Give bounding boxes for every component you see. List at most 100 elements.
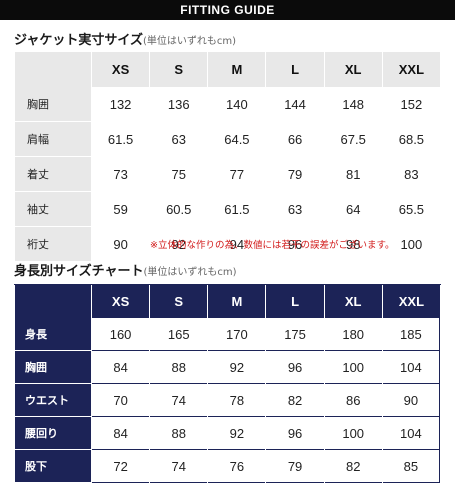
- table-cell: 96: [266, 227, 324, 262]
- table-cell: 175: [266, 318, 324, 351]
- fitting-guide-banner: FITTING GUIDE: [0, 0, 455, 20]
- height-chart-heading: 身長別サイズチャート(単位はいずれもcm): [14, 260, 237, 279]
- table-cell: 84: [92, 417, 150, 450]
- table-cell: 88: [150, 351, 208, 384]
- row-label: ウエスト: [15, 384, 91, 417]
- table-cell: 67.5: [324, 122, 382, 157]
- table-cell: 152: [382, 87, 440, 122]
- size-header: M: [208, 285, 266, 318]
- table-corner-cell: [15, 52, 91, 87]
- table-cell: 85: [382, 450, 440, 483]
- table-cell: 170: [208, 318, 266, 351]
- table-cell: 76: [208, 450, 266, 483]
- measurement-note: ※立体的な作りの為、数値には若干の誤差がございます。: [150, 240, 395, 251]
- table-cell: 144: [266, 87, 324, 122]
- table-cell: 96: [266, 351, 324, 384]
- table-header-row: XS S M L XL XXL: [15, 285, 440, 318]
- table-cell: 72: [92, 450, 150, 483]
- table-row: 胸囲 84 88 92 96 100 104: [15, 351, 440, 384]
- jacket-size-unit: (単位はいずれもcm): [142, 36, 237, 47]
- table-cell: 180: [324, 318, 382, 351]
- table-cell: 94: [208, 227, 266, 262]
- table-cell: 60.5: [150, 192, 208, 227]
- table-cell: 160: [92, 318, 150, 351]
- table-cell: 148: [324, 87, 382, 122]
- row-label: 袖丈: [15, 192, 91, 227]
- table-cell: 96: [266, 417, 324, 450]
- table-cell: 75: [150, 157, 208, 192]
- height-chart-unit: (単位はいずれもcm): [143, 267, 237, 278]
- table-cell: 59: [92, 192, 150, 227]
- size-header: S: [150, 52, 208, 87]
- row-label: 胸囲: [15, 87, 91, 122]
- table-cell: 104: [382, 417, 440, 450]
- row-label: 胸囲: [15, 351, 91, 384]
- size-header: XXL: [382, 52, 440, 87]
- table-row: ウエスト 70 74 78 82 86 90: [15, 384, 440, 417]
- size-header: S: [150, 285, 208, 318]
- table-cell: 92: [208, 417, 266, 450]
- row-label: 股下: [15, 450, 91, 483]
- row-label: 肩幅: [15, 122, 91, 157]
- table-cell: 165: [150, 318, 208, 351]
- table-cell: 64.5: [208, 122, 266, 157]
- table-row: 身長 160 165 170 175 180 185: [15, 318, 440, 351]
- table-cell: 61.5: [92, 122, 150, 157]
- size-header: XL: [324, 52, 382, 87]
- table-cell: 65.5: [382, 192, 440, 227]
- table-cell: 79: [266, 157, 324, 192]
- table-row: 股下 72 74 76 79 82 85: [15, 450, 440, 483]
- table-cell: 64: [324, 192, 382, 227]
- table-cell: 92: [208, 351, 266, 384]
- height-size-table: XS S M L XL XXL 身長 160 165 170 175 180 1…: [14, 284, 441, 483]
- size-header: XXL: [382, 285, 440, 318]
- table-cell: 104: [382, 351, 440, 384]
- table-row: 胸囲 132 136 140 144 148 152: [15, 87, 440, 122]
- size-header: L: [266, 285, 324, 318]
- table-cell: 98: [324, 227, 382, 262]
- table-cell: 63: [266, 192, 324, 227]
- table-cell: 90: [92, 227, 150, 262]
- size-header: XL: [324, 285, 382, 318]
- table-row: 袖丈 59 60.5 61.5 63 64 65.5: [15, 192, 440, 227]
- table-row: 裄丈 90 92 94 96 98 100: [15, 227, 440, 262]
- table-cell: 86: [324, 384, 382, 417]
- jacket-size-heading: ジャケット実寸サイズ(単位はいずれもcm): [14, 29, 236, 48]
- size-header: L: [266, 52, 324, 87]
- table-corner-cell: [15, 285, 91, 318]
- table-cell: 74: [150, 384, 208, 417]
- table-cell: 70: [92, 384, 150, 417]
- table-cell: 77: [208, 157, 266, 192]
- table-cell: 83: [382, 157, 440, 192]
- table-cell: 79: [266, 450, 324, 483]
- table-cell: 90: [382, 384, 440, 417]
- row-label: 着丈: [15, 157, 91, 192]
- size-header: XS: [92, 285, 150, 318]
- table-row: 肩幅 61.5 63 64.5 66 67.5 68.5: [15, 122, 440, 157]
- table-cell: 63: [150, 122, 208, 157]
- height-chart-title: 身長別サイズチャート: [14, 264, 144, 279]
- row-label: 裄丈: [15, 227, 91, 262]
- table-cell: 136: [150, 87, 208, 122]
- table-cell: 132: [92, 87, 150, 122]
- table-header-row: XS S M L XL XXL: [15, 52, 440, 87]
- table-cell: 140: [208, 87, 266, 122]
- row-label: 腰回り: [15, 417, 91, 450]
- table-cell: 92: [150, 227, 208, 262]
- table-cell: 73: [92, 157, 150, 192]
- size-header: M: [208, 52, 266, 87]
- table-cell: 82: [324, 450, 382, 483]
- table-cell: 100: [382, 227, 440, 262]
- size-header: XS: [92, 52, 150, 87]
- jacket-size-title: ジャケット実寸サイズ: [14, 33, 143, 48]
- table-cell: 74: [150, 450, 208, 483]
- table-cell: 81: [324, 157, 382, 192]
- table-cell: 68.5: [382, 122, 440, 157]
- table-cell: 88: [150, 417, 208, 450]
- table-cell: 66: [266, 122, 324, 157]
- row-label: 身長: [15, 318, 91, 351]
- table-row: 着丈 73 75 77 79 81 83: [15, 157, 440, 192]
- table-cell: 100: [324, 417, 382, 450]
- table-cell: 185: [382, 318, 440, 351]
- table-row: 腰回り 84 88 92 96 100 104: [15, 417, 440, 450]
